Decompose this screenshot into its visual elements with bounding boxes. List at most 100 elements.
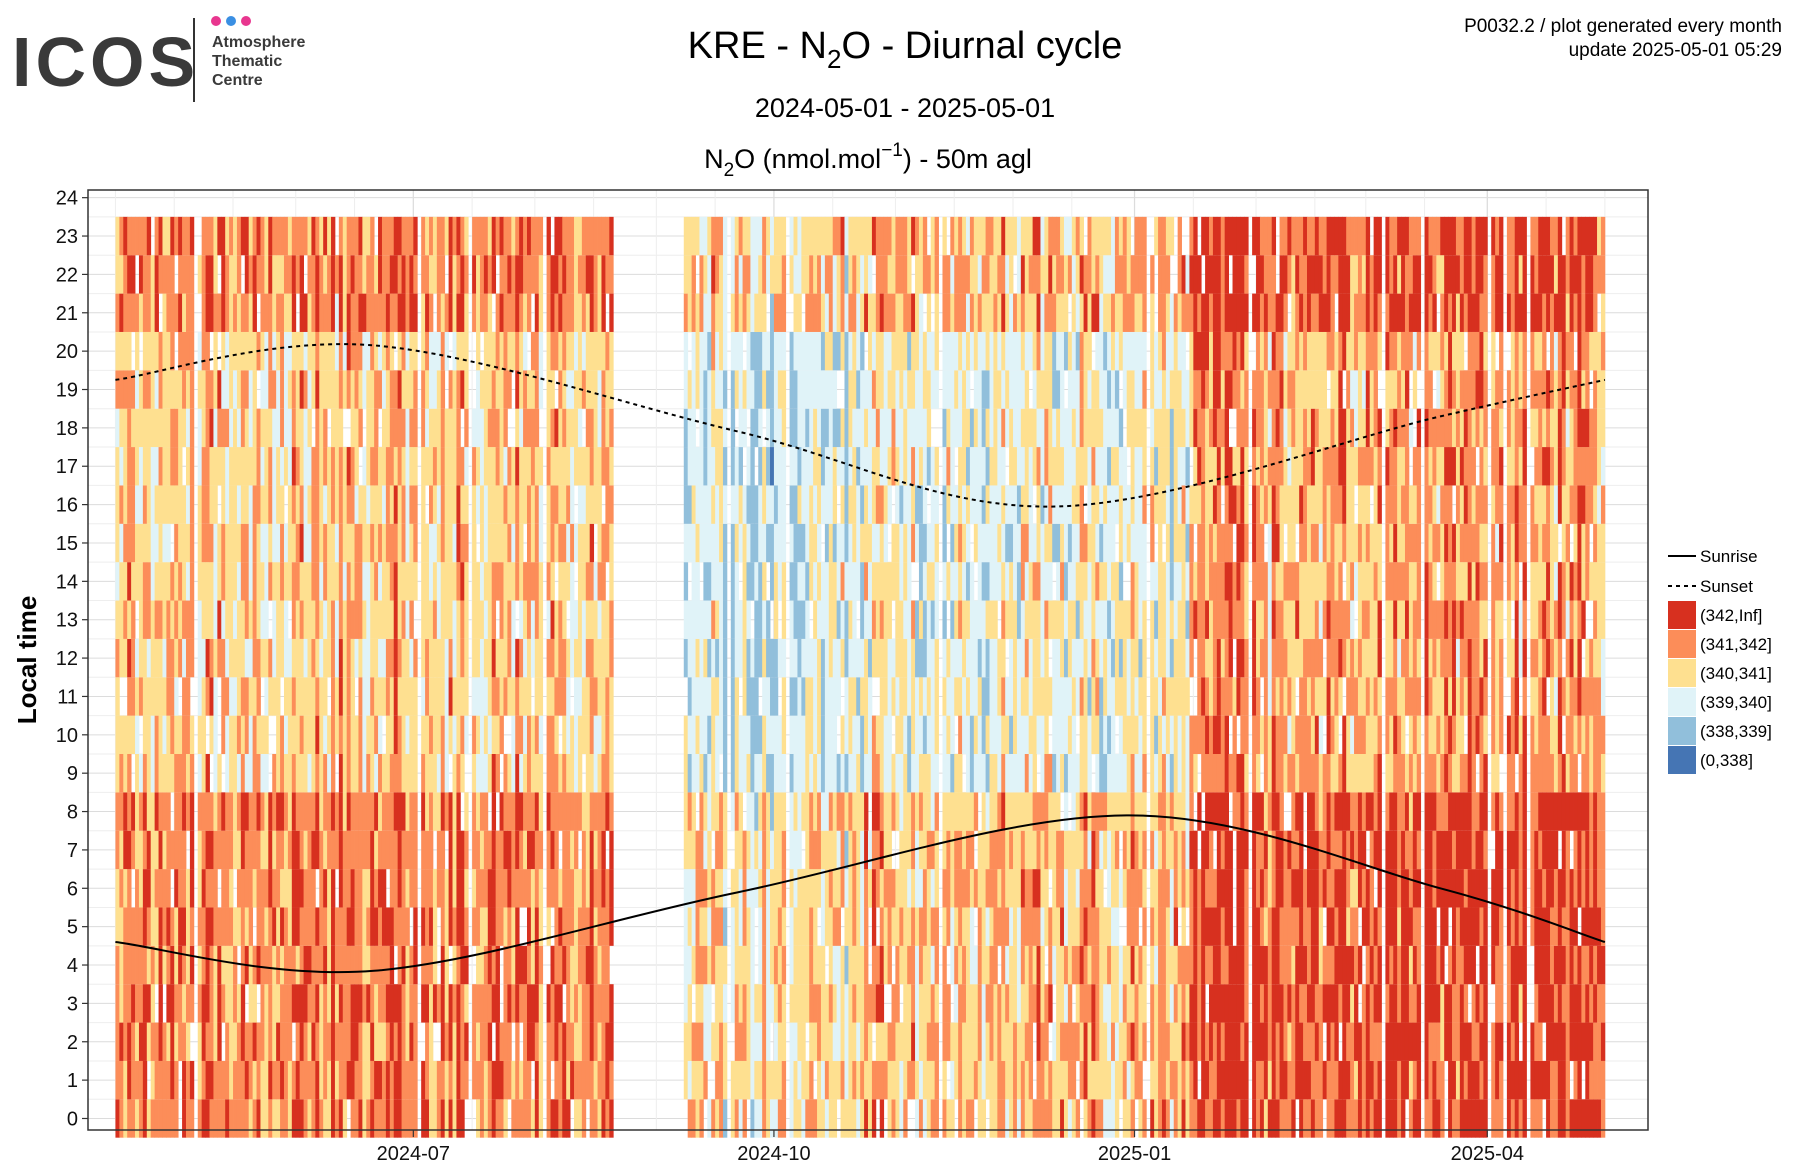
heat-cell	[119, 1060, 124, 1100]
heat-cell	[115, 830, 120, 870]
heat-cell	[985, 370, 990, 409]
heat-cell	[977, 600, 983, 639]
heat-cell	[868, 523, 873, 563]
heat-cell	[287, 984, 293, 1023]
heat-cell	[965, 945, 971, 985]
heat-cell	[174, 216, 179, 256]
heat-cell	[997, 485, 1002, 524]
heat-cell	[871, 447, 877, 486]
heat-cell	[327, 945, 332, 985]
heat-cell	[276, 792, 281, 831]
heat-cell	[429, 869, 434, 908]
heat-cell	[389, 447, 395, 486]
heat-cell	[436, 562, 442, 601]
heat-cell	[421, 370, 426, 409]
heat-cell	[907, 1060, 912, 1100]
heat-cell	[123, 447, 128, 486]
heat-cell	[864, 715, 869, 754]
heat-cell	[138, 293, 144, 332]
heat-cell	[852, 869, 857, 908]
heat-cell	[523, 830, 528, 870]
heat-cell	[558, 945, 563, 985]
heat-cell	[856, 255, 861, 294]
heat-cell	[962, 907, 967, 946]
heat-cell	[797, 370, 802, 409]
heat-cell	[350, 1099, 355, 1138]
heat-cell	[773, 792, 779, 831]
heat-cell	[918, 830, 924, 870]
heat-cell	[993, 792, 998, 831]
heat-cell	[954, 830, 959, 870]
heat-cell	[511, 447, 516, 486]
heat-cell	[464, 293, 469, 332]
heat-cell	[813, 945, 818, 985]
heat-cell	[609, 485, 614, 524]
heat-cell	[166, 1060, 171, 1100]
heat-cell	[985, 907, 990, 946]
heat-cell	[421, 255, 426, 294]
heat-cell	[562, 408, 567, 448]
heat-cell	[817, 715, 822, 754]
heat-cell	[334, 984, 340, 1023]
heat-cell	[260, 907, 265, 946]
heat-cell	[813, 331, 818, 371]
heat-cell	[1044, 754, 1049, 793]
heat-cell	[331, 677, 336, 716]
heat-cell	[891, 523, 896, 563]
heat-cell	[189, 869, 195, 908]
heat-cell	[722, 216, 728, 256]
heat-cell	[350, 792, 355, 831]
heat-cell	[683, 600, 689, 639]
heat-cell	[922, 715, 928, 754]
heat-cell	[844, 1022, 849, 1061]
heat-cell	[715, 216, 720, 256]
heat-cell	[362, 1060, 367, 1100]
heat-cell	[487, 830, 493, 870]
heat-cell	[350, 984, 355, 1023]
heat-cell	[127, 408, 132, 448]
heat-cell	[817, 830, 822, 870]
heat-cell	[993, 293, 998, 332]
heat-cell	[1032, 984, 1037, 1023]
heat-cell	[934, 216, 939, 256]
heat-cell	[142, 907, 148, 946]
heat-cell	[189, 331, 195, 371]
heat-cell	[1001, 715, 1006, 754]
heat-cell	[264, 984, 269, 1023]
heat-cell	[401, 754, 406, 793]
heat-cell	[832, 1022, 838, 1061]
heat-cell	[350, 677, 355, 716]
heat-cell	[260, 1060, 265, 1100]
heat-cell	[1048, 600, 1053, 639]
heat-cell	[252, 984, 257, 1023]
heat-cell	[683, 1060, 689, 1100]
heat-cell	[534, 255, 540, 294]
heat-cell	[272, 293, 277, 332]
heat-cell	[170, 830, 175, 870]
heat-cell	[699, 331, 704, 371]
heat-cell	[750, 485, 755, 524]
heat-cell	[605, 1022, 610, 1061]
heat-cell	[538, 830, 544, 870]
heat-cell	[378, 293, 383, 332]
heat-cell	[1024, 638, 1030, 678]
heat-cell	[389, 984, 395, 1023]
heat-cell	[1056, 1022, 1061, 1061]
heat-cell	[805, 600, 810, 639]
heat-cell	[801, 638, 806, 678]
heat-cell	[487, 523, 493, 563]
heat-cell	[852, 216, 857, 256]
heat-cell	[895, 447, 900, 486]
heat-cell	[907, 447, 912, 486]
heat-cell	[683, 907, 689, 946]
heat-cell	[315, 331, 320, 371]
heat-cell	[554, 1060, 559, 1100]
heat-cell	[1036, 447, 1041, 486]
heat-cell	[848, 945, 853, 985]
heat-cell	[926, 370, 932, 409]
heat-cell	[801, 600, 806, 639]
logo-sub-2: Thematic	[212, 53, 282, 70]
heat-cell	[558, 638, 563, 678]
heat-cell	[558, 216, 563, 256]
heat-cell	[252, 408, 257, 448]
